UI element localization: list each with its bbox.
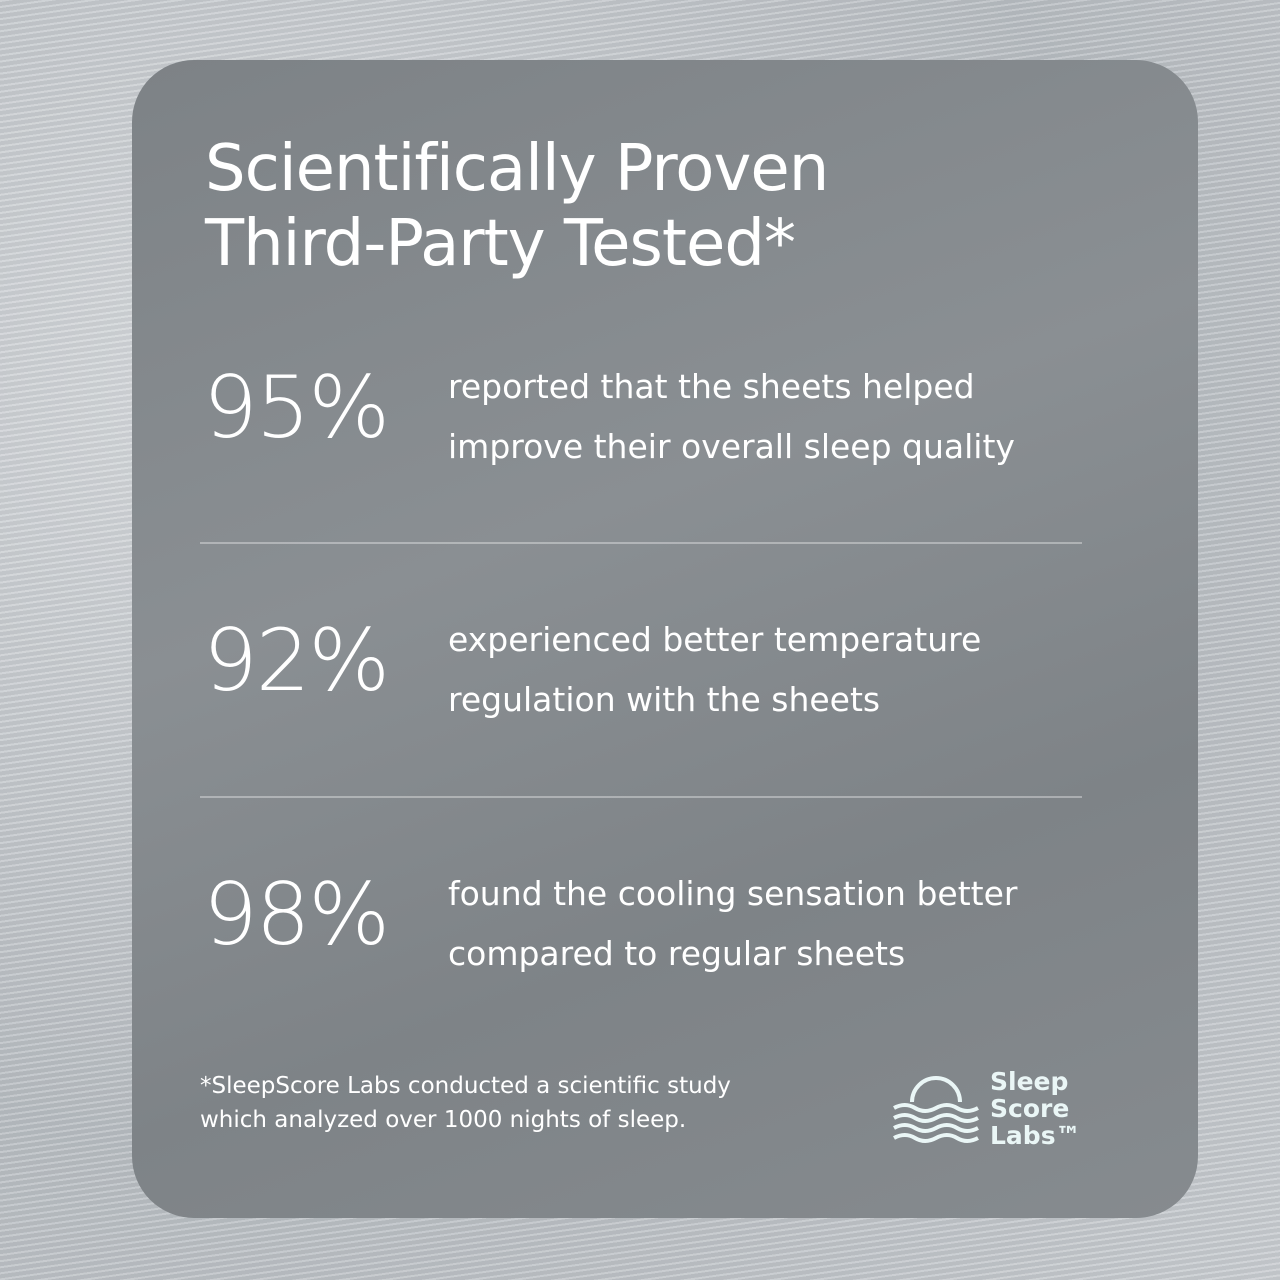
stat-text: experienced better temperature <box>448 620 982 659</box>
divider <box>200 542 1082 544</box>
logo-text: Labs™ <box>990 1121 1081 1150</box>
logo-text: Sleep <box>990 1067 1069 1096</box>
stat-text: reported that the sheets helped <box>448 367 975 406</box>
stat-value: 92% <box>203 611 390 711</box>
card <box>132 60 1198 1218</box>
stat-text: regulation with the sheets <box>448 680 881 719</box>
logo-text: Score <box>990 1094 1070 1123</box>
title: Third-Party Tested* <box>205 207 796 281</box>
logo-icon <box>893 1076 979 1143</box>
stat-value: 95% <box>203 358 390 458</box>
stat-text: improve their overall sleep quality <box>448 427 1015 466</box>
stat-value: 98% <box>203 865 390 965</box>
stat-text: found the cooling sensation better <box>448 874 1018 913</box>
footnote: *SleepScore Labs conducted a scientific … <box>200 1073 731 1099</box>
stat-text: compared to regular sheets <box>448 934 906 973</box>
title: Scientifically Proven <box>205 132 829 206</box>
divider <box>200 796 1082 798</box>
footnote: which analyzed over 1000 nights of sleep… <box>200 1107 687 1133</box>
